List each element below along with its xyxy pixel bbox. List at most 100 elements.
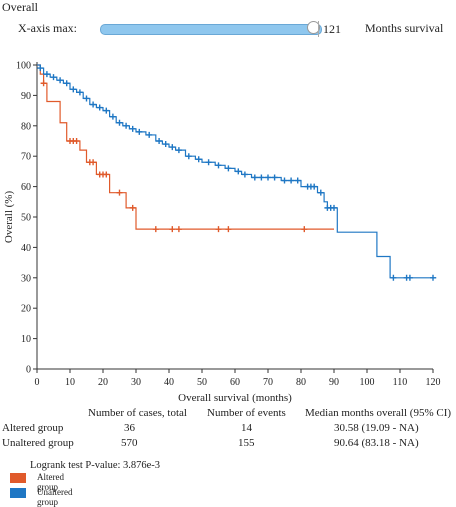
censor-mark-unaltered [430,274,436,281]
x-tick-label: 70 [263,377,273,388]
x-tick-label: 0 [35,377,40,388]
censor-mark-altered [90,159,97,166]
censor-mark-altered [73,138,80,144]
censor-mark-unaltered [205,159,212,166]
censor-mark-unaltered [175,147,182,154]
censor-mark-unaltered [37,65,44,72]
censor-mark-unaltered [169,144,176,151]
page-title: Overall [2,0,38,14]
x-tick-label: 40 [164,377,174,388]
censor-mark-unaltered [57,77,64,84]
censor-mark-unaltered [311,183,318,190]
legend-swatch [10,473,26,483]
row-median: 90.64 (83.18 - NA) [334,437,419,449]
row-events: 155 [238,437,255,449]
y-tick-label: 0 [26,365,31,376]
censor-mark-altered [116,189,123,196]
row-group: Altered group [2,422,64,434]
censor-mark-unaltered [103,107,110,114]
censor-mark-unaltered [156,138,163,144]
censor-mark-unaltered [265,174,271,181]
x-tick-label: 60 [230,377,240,388]
survival-line-altered [37,64,334,230]
y-tick-label: 50 [21,213,31,224]
x-tick-label: 30 [131,377,141,388]
legend-label: Altered group [37,472,64,492]
x-tick-label: 110 [393,377,408,388]
censor-mark-unaltered [317,189,324,196]
y-tick-label: 40 [21,243,31,254]
row-median: 30.58 (19.09 - NA) [334,422,419,434]
censor-mark-unaltered [146,131,153,138]
censor-mark-unaltered [185,153,192,160]
x-axis-label: Overall survival (months) [178,392,292,404]
censor-mark-altered [225,226,232,233]
censor-mark-unaltered [251,174,258,181]
x-axis-max-control: X-axis max: Months survival [10,20,450,38]
survival-chart: 0 10 20 30 40 50 60 70 80 90 100 0 10 20 30 40 50 60 70 80 9… [3,61,441,405]
censor-mark-unaltered [116,119,123,126]
row-events: 14 [241,422,252,434]
censor-mark-unaltered [195,156,202,163]
censor-mark-unaltered [225,165,232,172]
header-events: Number of events [207,407,286,419]
censor-mark-unaltered [162,141,169,148]
row-cases: 570 [121,437,138,449]
y-tick-label: 20 [21,304,31,315]
censor-mark-unaltered [123,122,130,129]
y-tick-label: 10 [21,334,31,345]
censor-mark-unaltered [331,204,337,211]
censor-mark-unaltered [288,177,295,184]
censor-mark-unaltered [258,174,265,181]
censor-mark-unaltered [241,171,248,178]
x-tick-label: 80 [296,377,306,388]
censor-mark-unaltered [96,104,103,111]
y-tick-label: 30 [21,273,31,284]
x-tick-label: 10 [65,377,75,388]
y-tick-label: 90 [21,91,31,102]
x-tick-label: 20 [98,377,108,388]
x-axis-max-input[interactable] [318,21,354,37]
censor-mark-unaltered [76,89,83,96]
censor-mark-unaltered [50,74,57,81]
legend-label: Unaltered group [37,487,73,507]
censor-mark-unaltered [235,168,242,175]
censor-mark-altered [215,226,222,233]
censor-mark-unaltered [271,174,278,181]
y-tick-label: 100 [16,61,31,72]
y-tick-label: 80 [21,121,31,132]
x-tick-label: 120 [426,377,441,388]
row-cases: 36 [124,422,135,434]
censor-mark-unaltered [294,177,301,184]
x-axis-max-label: X-axis max: [18,21,77,35]
x-tick-label: 90 [329,377,339,388]
header-median: Median months overall (95% CI) [305,407,452,419]
censor-mark-altered [40,80,47,87]
x-axis-max-unit: Months survival [365,21,444,35]
censor-mark-altered [301,226,308,233]
censor-mark-unaltered [136,128,143,135]
censor-mark-unaltered [83,95,90,102]
censor-mark-altered [103,171,110,178]
censor-mark-altered [169,226,176,233]
y-tick-label: 60 [21,182,31,193]
legend-swatch [10,488,26,498]
y-axis-label: Overall (%) [3,191,15,244]
logrank-text: Logrank test P-value: 3.876e-3 [30,460,161,471]
y-tick-label: 70 [21,152,31,163]
censor-mark-unaltered [390,274,397,281]
censor-mark-unaltered [406,274,413,281]
row-group: Unaltered group [2,437,74,449]
x-axis-max-slider[interactable] [100,24,322,35]
censor-mark-unaltered [281,177,288,184]
header-cases: Number of cases, total [88,407,187,419]
censor-mark-unaltered [90,101,97,108]
censor-mark-altered [175,226,182,233]
censor-mark-unaltered [129,125,136,132]
censor-mark-unaltered [109,113,116,120]
censor-mark-unaltered [63,80,70,87]
censor-mark-altered [152,226,159,233]
censor-mark-unaltered [70,86,77,93]
censor-mark-altered [129,204,136,211]
censor-mark-unaltered [43,71,50,78]
